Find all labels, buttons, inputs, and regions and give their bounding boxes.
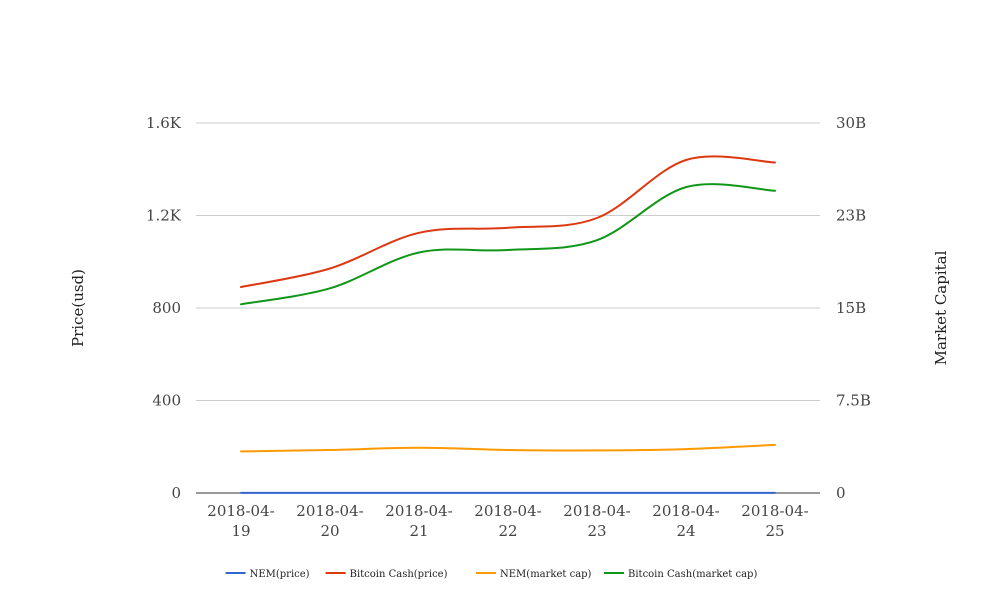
- series-line-bitcoin-cash-price: [240, 155, 776, 288]
- x-tick-label: 2018-04-19: [207, 502, 274, 540]
- right-tick-label: 23B: [836, 207, 866, 225]
- legend-label-nem-price: NEM(price): [250, 569, 310, 580]
- series-line-nem-market-cap: [240, 443, 776, 453]
- x-tick-label: 2018-04-21: [385, 502, 452, 540]
- left-tick-label: 400: [152, 392, 181, 410]
- left-tick-label: 800: [152, 299, 181, 317]
- series-lines: [240, 155, 776, 494]
- right-tick-label: 7.5B: [836, 392, 871, 410]
- left-axis-title: Price(usd): [69, 269, 87, 347]
- right-tick-label: 15B: [836, 299, 866, 317]
- x-tick-label: 2018-04-24: [652, 502, 719, 540]
- gridlines: [196, 122, 820, 494]
- legend-label-nem-market-cap: NEM(market cap): [500, 569, 592, 580]
- left-tick-label: 1.2K: [146, 207, 182, 225]
- legend-label-bitcoin-cash-market-cap: Bitcoin Cash(market cap): [628, 569, 757, 580]
- left-tick-label: 0: [171, 484, 181, 502]
- right-axis-title: Market Capital: [932, 250, 950, 365]
- x-tick-label: 2018-04-20: [296, 502, 363, 540]
- legend: NEM(price) Bitcoin Cash(price) NEM(market …: [225, 569, 757, 580]
- x-tick-label: 2018-04-23: [563, 502, 630, 540]
- legend-label-bitcoin-cash-price: Bitcoin Cash(price): [350, 569, 448, 580]
- right-tick-label: 30B: [836, 114, 866, 132]
- x-tick-label: 2018-04-25: [741, 502, 808, 540]
- x-tick-label: 2018-04-22: [474, 502, 541, 540]
- axes: 0 400 800 1.2K 1.6K 0 7.5B 15B 23B 30B 2018-04-19 2…: [146, 114, 871, 540]
- left-tick-label: 1.6K: [146, 114, 182, 132]
- series-line-bitcoin-cash-market-cap: [240, 183, 776, 306]
- right-tick-label: 0: [836, 484, 846, 502]
